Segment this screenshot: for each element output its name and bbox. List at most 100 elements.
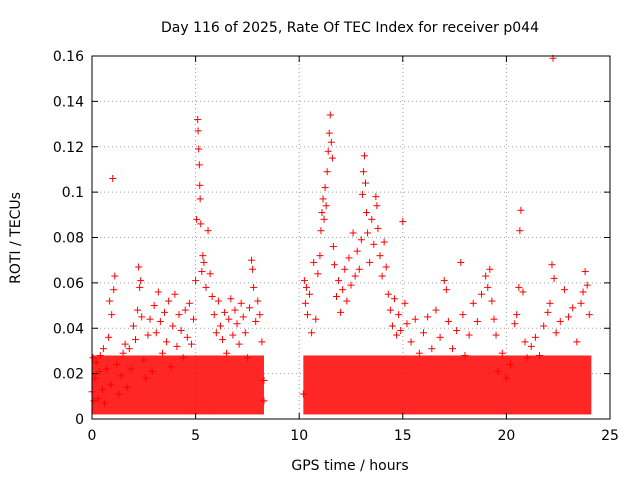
data-point (469, 299, 477, 307)
data-point (384, 290, 392, 298)
data-point (204, 227, 212, 235)
data-point (353, 247, 361, 255)
data-point (256, 311, 264, 319)
data-point (546, 299, 554, 307)
data-point (376, 252, 384, 260)
data-point (194, 116, 202, 124)
data-point (316, 252, 324, 260)
data-point (125, 345, 133, 353)
data-point (325, 129, 333, 137)
data-point (357, 236, 365, 244)
data-point (214, 297, 222, 305)
data-point (370, 240, 378, 248)
data-point (195, 145, 203, 153)
data-point (436, 333, 444, 341)
data-point (225, 315, 233, 323)
data-point (109, 175, 117, 183)
data-point (312, 315, 320, 323)
data-point (301, 299, 309, 307)
data-point (108, 311, 116, 319)
data-point (577, 299, 585, 307)
data-point (323, 168, 331, 176)
data-point (428, 345, 436, 353)
data-point (548, 261, 556, 269)
data-point (235, 340, 243, 348)
data-point (173, 342, 181, 350)
data-point (194, 127, 202, 135)
data-point (540, 322, 548, 330)
data-point (308, 329, 316, 337)
data-point (248, 256, 256, 264)
y-tick-label: 0 (75, 412, 84, 428)
data-point (320, 215, 328, 223)
data-point (399, 218, 407, 226)
data-point (300, 277, 308, 285)
data-point (449, 345, 457, 353)
data-point (208, 292, 216, 300)
data-point (388, 322, 396, 330)
axis-ticks (91, 55, 611, 420)
data-point (138, 313, 146, 321)
data-point (185, 299, 193, 307)
data-point (212, 329, 220, 337)
data-point (306, 290, 314, 298)
dense-data-band (92, 355, 592, 415)
data-point (349, 229, 357, 237)
data-point (482, 272, 490, 280)
x-tick-label: 25 (601, 428, 619, 444)
data-point (516, 227, 524, 235)
data-point (328, 154, 336, 162)
data-point (363, 209, 371, 217)
data-point (197, 220, 205, 228)
data-point (521, 338, 529, 346)
data-point (583, 281, 591, 289)
data-point (154, 288, 162, 296)
data-point (326, 111, 334, 119)
data-point (391, 295, 399, 303)
data-point (231, 306, 239, 314)
y-axis-title: ROTI / TECUs (8, 192, 24, 284)
data-point (366, 258, 374, 266)
data-point (337, 308, 345, 316)
data-point (442, 286, 450, 294)
data-point (200, 258, 208, 266)
data-point (239, 313, 247, 321)
data-point (210, 311, 218, 319)
data-point (490, 315, 498, 323)
data-point (360, 152, 368, 160)
data-point (177, 327, 185, 335)
y-tick-label: 0.04 (53, 321, 84, 337)
data-point (569, 304, 577, 312)
data-point (99, 345, 107, 353)
data-point (364, 229, 372, 237)
data-point (303, 311, 311, 319)
data-point (175, 311, 183, 319)
x-tick-label: 5 (191, 428, 200, 444)
data-point (395, 311, 403, 319)
data-point (181, 306, 189, 314)
data-point (465, 331, 473, 339)
data-point (229, 331, 237, 339)
data-point (556, 317, 564, 325)
data-point (196, 195, 204, 203)
x-tick-label: 0 (88, 428, 97, 444)
y-tick-label: 0.02 (53, 367, 84, 383)
low-roti-band (92, 355, 264, 415)
data-point (150, 302, 158, 310)
data-point (565, 313, 573, 321)
data-point (332, 292, 340, 300)
data-point (351, 272, 359, 280)
data-point (193, 215, 201, 223)
data-point (478, 290, 486, 298)
data-point (403, 320, 411, 328)
data-point (110, 286, 118, 294)
data-point (134, 306, 142, 314)
data-point (380, 238, 388, 246)
data-point (457, 258, 465, 266)
data-point (343, 297, 351, 305)
x-axis-title: GPS time / hours (291, 458, 408, 474)
data-point (517, 206, 525, 214)
data-point (368, 215, 376, 223)
data-point (484, 283, 492, 291)
data-point (339, 286, 347, 294)
